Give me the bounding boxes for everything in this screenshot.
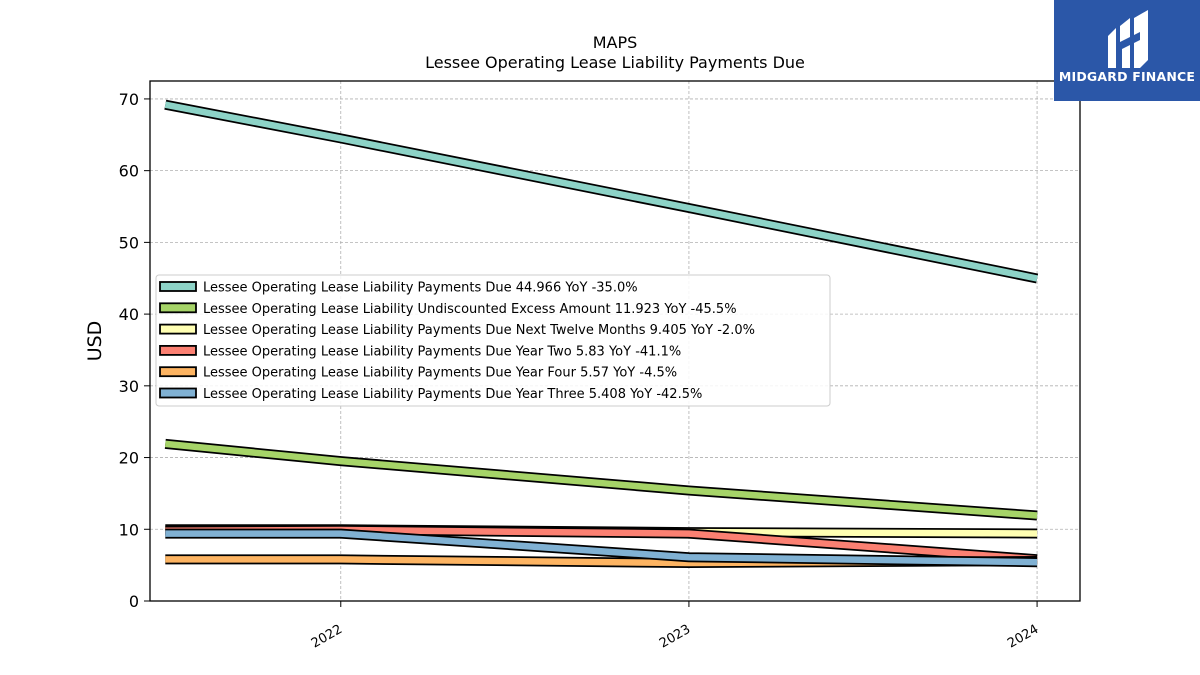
series-fill	[164, 440, 1038, 519]
y-tick-label: 40	[119, 305, 139, 324]
legend-label: Lessee Operating Lease Liability Payment…	[203, 344, 681, 359]
chart-title: MAPS	[593, 33, 638, 52]
legend-item: Lessee Operating Lease Liability Payment…	[159, 323, 755, 338]
legend-swatch	[159, 302, 197, 314]
legend-label: Lessee Operating Lease Liability Undisco…	[203, 302, 737, 317]
legend-item: Lessee Operating Lease Liability Payment…	[159, 387, 702, 402]
legend-label: Lessee Operating Lease Liability Payment…	[203, 281, 638, 296]
y-tick-label: 60	[119, 162, 139, 181]
legend-label: Lessee Operating Lease Liability Payment…	[203, 323, 755, 338]
y-tick-label: 50	[119, 233, 139, 252]
legend-label: Lessee Operating Lease Liability Payment…	[203, 366, 677, 381]
series-line-1	[164, 99, 1039, 284]
legend-item: Lessee Operating Lease Liability Undisco…	[159, 302, 737, 317]
y-tick-label: 70	[119, 90, 139, 109]
logo-text: MIDGARD FINANCE	[1059, 69, 1195, 84]
series-fill	[164, 101, 1038, 282]
series-lines	[164, 99, 1039, 568]
plot-frame	[149, 80, 1081, 602]
x-tick-label: 2022	[309, 622, 345, 652]
legend-item: Lessee Operating Lease Liability Payment…	[159, 281, 638, 296]
midgard-finance-logo: MIDGARD FINANCE	[1054, 0, 1200, 101]
legend: Lessee Operating Lease Liability Payment…	[155, 274, 831, 407]
series-line-6	[165, 528, 1038, 568]
x-tick-label: 2023	[657, 622, 693, 652]
y-axis: 0 10 20 30 40 50 60 70	[119, 90, 150, 611]
x-tick-label: 2024	[1005, 622, 1041, 652]
legend-swatch	[159, 281, 197, 292]
legend-box	[155, 274, 831, 407]
legend-swatch	[159, 366, 197, 378]
y-tick-label: 0	[129, 592, 139, 611]
legend-swatch	[159, 344, 197, 356]
y-tick-label: 10	[119, 520, 139, 539]
x-axis: 2022 2023 2024	[309, 601, 1041, 652]
legend-swatch	[159, 387, 197, 399]
y-tick-label: 20	[119, 449, 139, 468]
y-tick-label: 30	[119, 377, 139, 396]
chart-subtitle: Lessee Operating Lease Liability Payment…	[425, 53, 805, 72]
series-fill	[165, 530, 1038, 566]
logo-mark-icon	[1108, 10, 1148, 68]
legend-swatch	[159, 323, 197, 335]
legend-item: Lessee Operating Lease Liability Payment…	[159, 344, 681, 359]
series-line-2	[164, 438, 1038, 521]
legend-label: Lessee Operating Lease Liability Payment…	[203, 387, 702, 402]
y-axis-label: USD	[84, 321, 106, 362]
legend-item: Lessee Operating Lease Liability Payment…	[159, 366, 677, 381]
